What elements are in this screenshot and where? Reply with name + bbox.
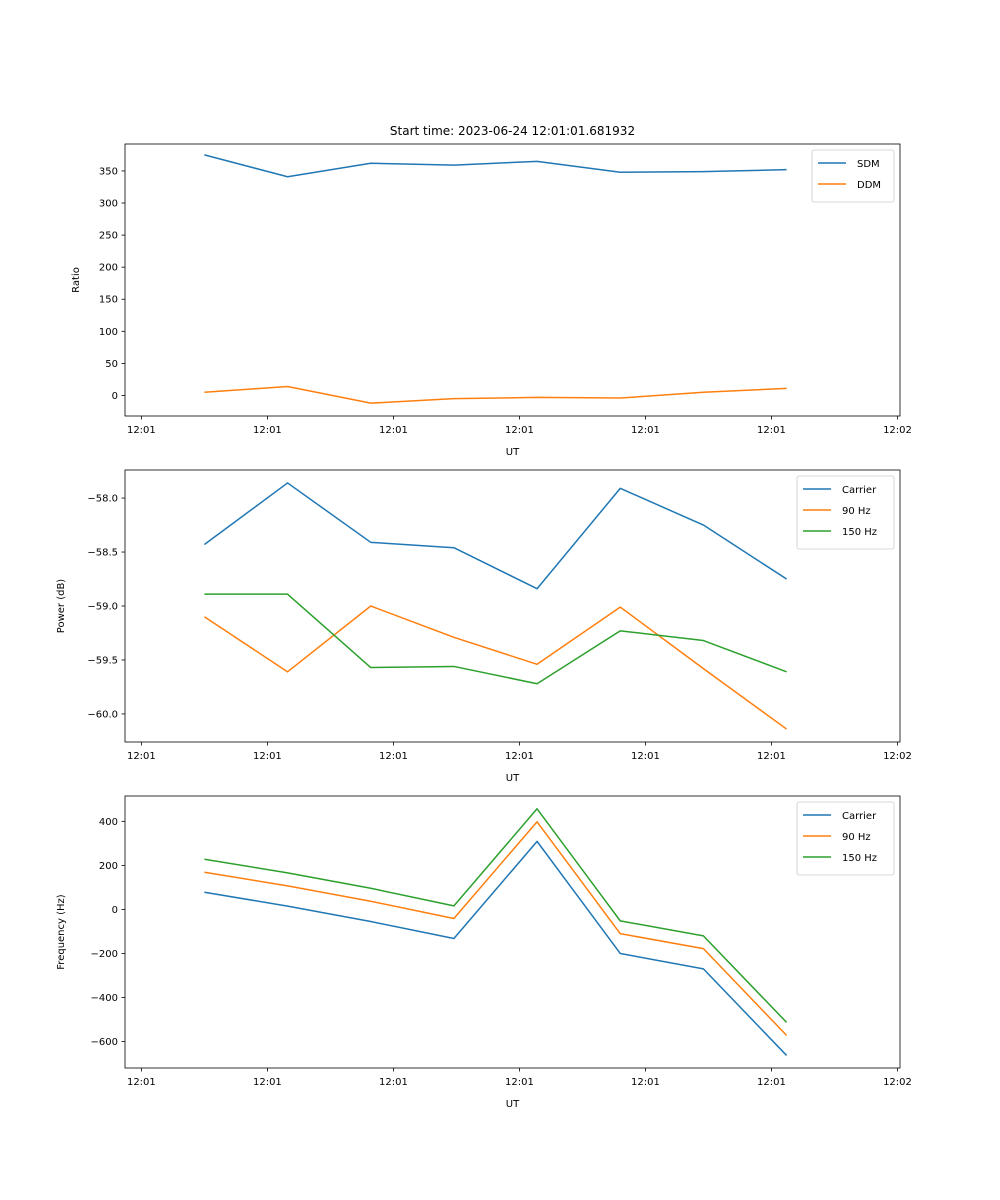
x-tick-label: 12:01 <box>379 751 408 762</box>
series-line-ddm <box>204 385 787 404</box>
y-tick-label: −58.5 <box>87 548 118 559</box>
y-axis-label: Ratio <box>71 267 82 293</box>
series-line-90-hz <box>203 605 788 730</box>
subplot-3: 12:01 12:01 12:01 12:01 12:01 12:01 12:02 −600 −… <box>56 795 912 1110</box>
y-tick-label: −59.0 <box>87 602 118 613</box>
y-tick-label: 250 <box>99 231 118 242</box>
x-tick-label: 12:01 <box>631 425 660 436</box>
y-tick-label: −600 <box>91 1037 118 1048</box>
x-tick-label: 12:01 <box>757 1077 786 1088</box>
legend-label: 90 Hz <box>842 832 871 843</box>
x-tick-label: 12:01 <box>253 751 282 762</box>
x-tick-label: 12:01 <box>505 425 534 436</box>
y-tick-label: 150 <box>99 295 118 306</box>
series-line-carrier <box>203 482 787 590</box>
x-axis-label: UT <box>506 447 520 458</box>
chart-title: Start time: 2023-06-24 12:01:01.681932 <box>390 124 635 138</box>
y-tick-label: −60.0 <box>87 709 118 720</box>
y-tick-label: 350 <box>99 166 118 177</box>
x-tick-label: 12:01 <box>253 425 282 436</box>
legend-label: 150 Hz <box>842 527 877 538</box>
y-tick-label: 0 <box>112 905 118 916</box>
legend-label: SDM <box>857 159 880 170</box>
subplot-2: 12:01 12:01 12:01 12:01 12:01 12:01 12:02 −60.0… <box>56 469 912 784</box>
x-tick-label: 12:01 <box>379 425 408 436</box>
legend-label: 90 Hz <box>842 506 871 517</box>
y-tick-label: 300 <box>99 199 118 210</box>
y-tick-label: −400 <box>91 993 118 1004</box>
legend-box <box>811 149 895 203</box>
x-tick-label: 12:01 <box>757 751 786 762</box>
y-tick-label: 100 <box>99 327 118 338</box>
axes-frame <box>124 143 901 417</box>
legend: SDM DDM <box>811 149 895 203</box>
y-tick-label: 200 <box>99 263 118 274</box>
x-tick-label: 12:01 <box>127 1077 156 1088</box>
x-axis-label: UT <box>506 1099 520 1110</box>
legend-label: 150 Hz <box>842 853 877 864</box>
x-tick-label: 12:01 <box>127 425 156 436</box>
x-tick-label: 12:02 <box>883 1077 912 1088</box>
subplot-1: 12:01 12:01 12:01 12:01 12:01 12:01 12:02 0 50 10… <box>71 143 912 458</box>
x-tick-label: 12:01 <box>631 1077 660 1088</box>
series-line-150-hz <box>204 808 788 1023</box>
x-tick-label: 12:02 <box>883 425 912 436</box>
x-tick-label: 12:01 <box>253 1077 282 1088</box>
series-line-sdm <box>204 154 787 178</box>
x-tick-label: 12:01 <box>127 751 156 762</box>
series-line-150-hz <box>204 593 787 685</box>
x-tick-label: 12:01 <box>505 1077 534 1088</box>
x-axis-label: UT <box>506 773 520 784</box>
legend: Carrier 90 Hz 150 Hz <box>796 801 895 876</box>
y-tick-label: −200 <box>91 949 118 960</box>
y-axis-label: Frequency (Hz) <box>56 894 67 970</box>
y-tick-label: 200 <box>99 861 118 872</box>
y-tick-label: −59.5 <box>87 655 118 666</box>
x-tick-label: 12:01 <box>757 425 786 436</box>
x-tick-label: 12:01 <box>379 1077 408 1088</box>
y-axis-label: Power (dB) <box>56 579 67 634</box>
legend-label: DDM <box>857 180 881 191</box>
legend: Carrier 90 Hz 150 Hz <box>796 475 895 550</box>
y-tick-label: 0 <box>112 391 118 402</box>
subplots: 12:01 12:01 12:01 12:01 12:01 12:01 12:02 0 50 10… <box>56 143 912 1110</box>
series-line-carrier <box>204 840 788 1056</box>
series-line-90-hz <box>204 821 788 1036</box>
legend-label: Carrier <box>842 485 877 496</box>
y-tick-label: 50 <box>105 359 118 370</box>
x-tick-label: 12:01 <box>505 751 534 762</box>
y-tick-label: −58.0 <box>87 494 118 505</box>
x-tick-label: 12:01 <box>631 751 660 762</box>
y-tick-label: 400 <box>99 817 118 828</box>
axes-frame <box>124 795 901 1069</box>
legend-label: Carrier <box>842 811 877 822</box>
x-tick-label: 12:02 <box>883 751 912 762</box>
